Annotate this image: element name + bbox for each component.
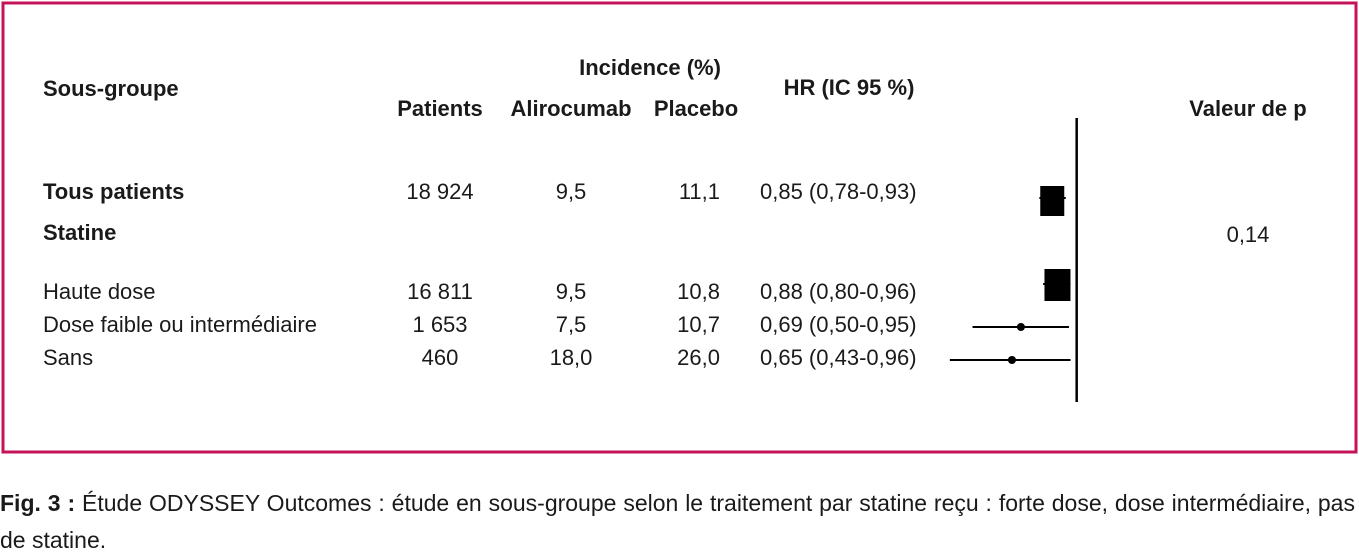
row-label: Dose faible ou intermédiaire bbox=[43, 312, 317, 337]
column-header: Valeur de p bbox=[1189, 96, 1306, 121]
patients: 460 bbox=[422, 345, 459, 370]
caption-text: Étude ODYSSEY Outcomes : étude en sous-g… bbox=[0, 490, 1355, 553]
row-label: Haute dose bbox=[43, 279, 156, 304]
column-header: Sous-groupe bbox=[43, 76, 179, 101]
column-header: HR (IC 95 %) bbox=[784, 75, 915, 100]
row-label: Tous patients bbox=[43, 179, 184, 204]
patients: 18 924 bbox=[406, 179, 473, 204]
row-label: Statine bbox=[43, 220, 116, 245]
row-label: Sans bbox=[43, 345, 93, 370]
placebo: 11,1 bbox=[679, 179, 720, 204]
chart: Incidence (%) Sous-groupe Patients Alirocu… bbox=[1, 1, 1358, 454]
placebo: 10,7 bbox=[677, 312, 720, 337]
column-header: Alirocumab bbox=[510, 96, 631, 121]
patients: 1 653 bbox=[412, 312, 467, 337]
column-header: Placebo bbox=[654, 96, 738, 121]
placebo: 10,8 bbox=[677, 279, 720, 304]
hr-marker bbox=[1044, 269, 1071, 301]
caption-label: Fig. 3 : bbox=[0, 490, 76, 516]
placebo: 26,0 bbox=[677, 345, 720, 370]
caption: Fig. 3 : Étude ODYSSEY Outcomes : étude … bbox=[0, 485, 1355, 559]
alirocumab: 18,0 bbox=[550, 345, 593, 370]
alirocumab: 9,5 bbox=[556, 279, 587, 304]
hr-marker bbox=[1016, 323, 1025, 331]
column-header: Patients bbox=[397, 96, 483, 121]
hr-label: 0,65 (0,43-0,96) bbox=[760, 345, 917, 370]
hr-marker bbox=[1040, 186, 1065, 216]
hr-label: 0,88 (0,80-0,96) bbox=[760, 279, 917, 304]
patients: 16 811 bbox=[407, 279, 473, 304]
group-header: Incidence (%) bbox=[579, 55, 721, 80]
alirocumab: 7,5 bbox=[556, 312, 587, 337]
p-value: 0,14 bbox=[1227, 222, 1270, 247]
hr-label: 0,69 (0,50-0,95) bbox=[760, 312, 917, 337]
alirocumab: 9,5 bbox=[556, 179, 587, 204]
hr-label: 0,85 (0,78-0,93) bbox=[760, 179, 917, 204]
hr-marker bbox=[1007, 356, 1016, 364]
frame bbox=[1, 1, 1358, 454]
